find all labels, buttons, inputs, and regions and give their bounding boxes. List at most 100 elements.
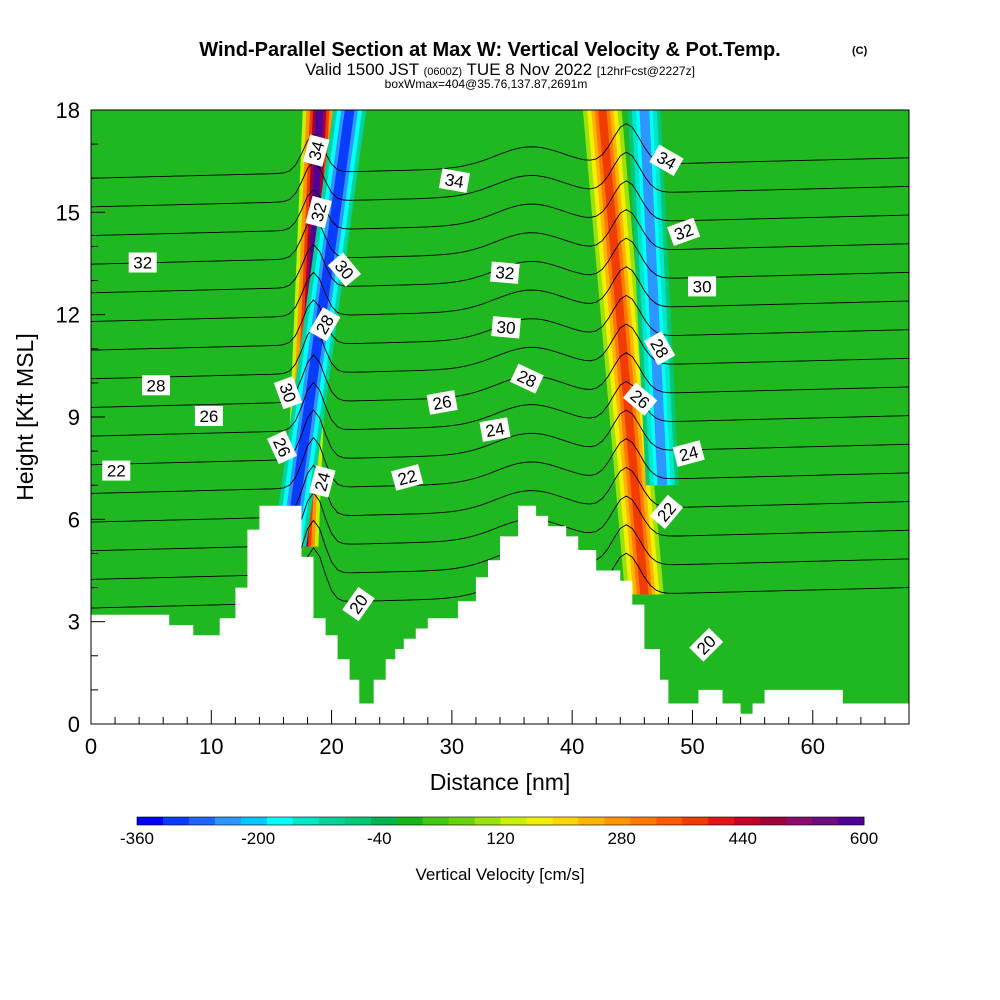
colorbar-swatch (344, 817, 372, 825)
colorbar-swatch (500, 817, 527, 825)
contour-label: 30 (688, 276, 717, 297)
subtitle-valid: Valid 1500 JST (305, 60, 419, 79)
colorbar-tick-label: 600 (850, 829, 878, 848)
theta-contour-line (91, 464, 909, 523)
contour-label-bg (491, 316, 521, 339)
theta-contour-line (91, 180, 909, 236)
subtitle-utc: (0600Z) (424, 66, 463, 78)
colorbar-swatch (760, 817, 787, 825)
x-tick-label: 20 (319, 734, 343, 759)
contour-label-bg (342, 586, 375, 622)
colorbar-swatch (188, 817, 216, 825)
contour-label: 26 (194, 406, 223, 426)
colorbar-tick-label: 280 (607, 829, 635, 848)
y-tick-label: 0 (68, 712, 80, 737)
colorbar-swatch (370, 817, 398, 825)
contour-label-bg (305, 195, 332, 229)
theta-contours (91, 122, 909, 609)
colorbar-swatch (162, 817, 190, 825)
colorbar-swatch (266, 817, 294, 825)
x-tick-label: 40 (560, 734, 584, 759)
contour-label-bg (649, 494, 684, 530)
y-axis: 0 3 6 9 12 15 18 (56, 98, 105, 737)
chart-title: Wind-Parallel Section at Max W: Vertical… (199, 39, 780, 61)
contour-label: 32 (128, 252, 157, 273)
colorbar-swatch (734, 817, 761, 825)
theta-contour-line (91, 380, 909, 437)
x-axis-label: Distance [nm] (430, 769, 571, 795)
contour-labels: 3432302830262420223432302826242226283234… (102, 134, 724, 662)
colorbar-swatch (526, 817, 553, 825)
contour-label: 34 (302, 134, 330, 167)
theta-contour-line (91, 323, 909, 380)
contour-label-bg (644, 331, 676, 366)
y-tick-label: 15 (56, 200, 80, 225)
contour-label: 28 (142, 375, 170, 396)
colorbar-tick-label: -360 (120, 829, 154, 848)
colorbar-swatch (708, 817, 735, 825)
contour-label-bg (128, 252, 157, 273)
colorbar-swatch (786, 817, 813, 825)
x-tick-label: 0 (85, 734, 97, 759)
colorbar-label: Vertical Velocity [cm/s] (415, 865, 584, 884)
y-tick-label: 6 (68, 507, 80, 532)
contour-label: 24 (308, 465, 336, 498)
colorbar-swatch (137, 817, 164, 825)
chart-subtitle: Valid 1500 JST (0600Z) TUE 8 Nov 2022 [1… (305, 60, 695, 79)
theta-contour-line (91, 208, 909, 265)
contour-label-text: 30 (693, 277, 712, 296)
contour-label-bg (309, 307, 341, 342)
contour-label-bg (327, 252, 362, 287)
colorbar-swatch (838, 817, 865, 825)
contour-label-text: 26 (431, 392, 453, 414)
contour-label-text: 34 (305, 139, 328, 162)
contour-label: 30 (491, 316, 521, 339)
colorbar-swatch (630, 817, 657, 825)
colorbar-tick-label: 120 (486, 829, 514, 848)
colorbar-swatch (240, 817, 268, 825)
contour-label-text: 28 (147, 376, 166, 395)
contour-label-text: 32 (133, 254, 152, 273)
colorbar: -360 -200 -40 120 280 440 600 (120, 816, 878, 848)
theta-contour-line (91, 122, 909, 179)
contour-label-bg (667, 217, 701, 247)
terrain-mask (91, 505, 909, 724)
contour-label-text: 24 (677, 442, 700, 465)
colorbar-swatch (578, 817, 605, 825)
contour-label-text: 26 (199, 407, 218, 426)
contour-label-text: 24 (311, 470, 334, 493)
contour-label-bg (622, 382, 658, 416)
contour-label-bg (649, 144, 684, 176)
colorbar-swatch (214, 817, 242, 825)
colorbar-swatch (292, 817, 320, 825)
colorbar-swatch (318, 817, 346, 825)
contour-label-bg (102, 460, 131, 481)
x-tick-label: 30 (440, 734, 464, 759)
contour-label-bg (689, 627, 724, 662)
subtitle-forecast: [12hrFcst@2227z] (597, 64, 695, 78)
theta-contour-line (91, 266, 909, 322)
colorbar-tick-label: -40 (367, 829, 392, 848)
contour-label: 26 (426, 390, 458, 415)
y-tick-label: 18 (56, 98, 80, 123)
colorbar-tick-label: 440 (729, 829, 757, 848)
contour-label-bg (510, 363, 544, 394)
contour-label-text: 34 (443, 170, 465, 192)
contour-label-bg (302, 134, 330, 167)
contour-label-bg (426, 390, 458, 415)
contour-label-bg (490, 261, 520, 284)
colorbar-swatch (448, 817, 475, 825)
contour-label-text: 22 (396, 466, 419, 489)
y-tick-label: 9 (68, 405, 80, 430)
x-axis: 0 10 20 30 40 50 60 (85, 710, 910, 759)
contour-label: 34 (438, 168, 470, 193)
contour-label-bg (142, 375, 170, 396)
theta-contour-line (91, 409, 909, 466)
contour-label-bg (391, 464, 424, 491)
colorbar-swatch (656, 817, 683, 825)
contour-label: 22 (102, 460, 131, 481)
contour-label-bg (267, 430, 297, 465)
colorbar-swatch (396, 817, 423, 825)
contour-label-bg (479, 417, 511, 442)
